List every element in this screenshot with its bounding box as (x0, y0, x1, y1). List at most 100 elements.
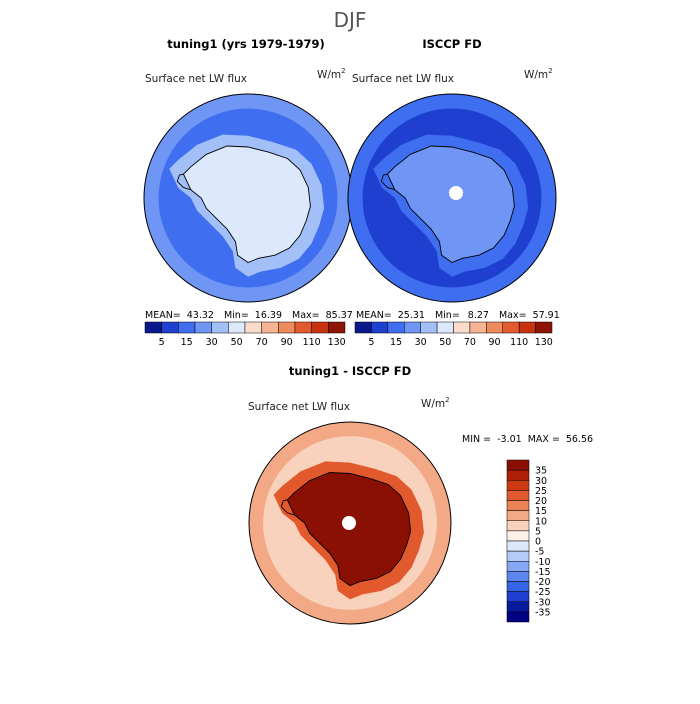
colorbar-tick-label: 50 (439, 337, 451, 348)
continent-field (387, 146, 515, 263)
coastline (286, 472, 412, 587)
colorbar-tick-label: 130 (535, 337, 553, 348)
colorbar-swatch (506, 469, 530, 481)
colorbar-tick-label: -30 (535, 597, 551, 608)
colorbar-tick-label: 30 (415, 337, 427, 348)
panel-title: ISCCP FD (422, 37, 481, 51)
colorbar-swatch (228, 321, 246, 334)
colorbar-tick-label: 30 (535, 476, 547, 487)
panel-observation: ISCCP FD Surface net LW flux W/m2 MEAN= 2… (347, 37, 560, 348)
colorbar-swatch (502, 321, 520, 334)
colorbar-tick-label: 30 (206, 337, 218, 348)
colorbar-swatch (420, 321, 438, 334)
colorbar-swatch (506, 459, 530, 471)
colorbar-swatch (354, 321, 372, 334)
peninsula-coastline (280, 499, 295, 516)
colorbar-swatch (486, 321, 504, 334)
polar-gap (342, 516, 356, 530)
colorbar-swatch (311, 321, 329, 334)
colorbar-swatch (469, 321, 487, 334)
colorbar-tick-label: 20 (535, 496, 547, 507)
colorbar-tick-label: 70 (464, 337, 476, 348)
colorbar-swatch (294, 321, 312, 334)
colorbar-swatch (178, 321, 196, 334)
minmax-line: MIN = -3.01 MAX = 56.56 (462, 434, 593, 445)
polar-map-model (144, 94, 352, 302)
colorbar-swatch (278, 321, 296, 334)
colorbar-swatch (506, 591, 530, 602)
colorbar-tick-label: 130 (328, 337, 346, 348)
colorbar-swatch (506, 571, 530, 582)
figure-title: DJF (334, 8, 367, 32)
colorbar-tick-label: 35 (535, 466, 547, 477)
colorbar-swatch (244, 321, 262, 334)
colorbar-swatch (328, 321, 346, 334)
colorbar-tick-label: 50 (231, 337, 243, 348)
colorbar-swatch (404, 321, 421, 334)
colorbar-swatch (535, 321, 553, 334)
colorbar-swatch (506, 601, 530, 613)
colorbar-swatch (371, 321, 389, 334)
variable-label: Surface net LW flux (145, 73, 247, 85)
colorbar-tick-label: 0 (535, 537, 541, 548)
panel-model: tuning1 (yrs 1979-1979) Surface net LW f… (143, 37, 353, 348)
colorbar-swatch (261, 321, 279, 334)
stats-line: MEAN= 43.32 Min= 16.39 Max= 85.37 (145, 310, 353, 321)
colorbar-swatch (506, 530, 530, 542)
colorbar-tick-label: 90 (281, 337, 293, 348)
colorbar-swatch (144, 321, 162, 334)
variable-label: Surface net LW flux (248, 401, 350, 413)
colorbar-swatch (506, 480, 530, 491)
colorbar-tick-label: 5 (368, 337, 374, 348)
panel-title: tuning1 - ISCCP FD (289, 364, 411, 378)
colorbar-swatch (436, 321, 454, 334)
colorbar-swatch (211, 321, 229, 334)
colorbar-swatch (506, 611, 530, 623)
colorbar-swatch (506, 500, 530, 511)
colorbar-tick-label: 10 (535, 516, 547, 527)
polar-map-difference (249, 422, 451, 624)
units-label: W/m2 (317, 67, 346, 81)
colorbar-tick-label: -20 (535, 577, 551, 588)
colorbar-swatch (506, 581, 530, 592)
colorbar-swatch (453, 321, 471, 334)
colorbar-tick-label: 110 (303, 337, 321, 348)
map-border (347, 93, 557, 303)
polar-map-observation (348, 94, 556, 302)
colorbar-tick-label: -5 (535, 547, 544, 558)
colorbar-tick-label: 15 (390, 337, 402, 348)
panel-title: tuning1 (yrs 1979-1979) (167, 37, 325, 51)
coastline (386, 145, 515, 264)
units-label: W/m2 (421, 396, 450, 410)
colorbar-swatch (506, 510, 530, 521)
colorbar-tick-label: -35 (535, 607, 551, 618)
colorbar-tick-label: -25 (535, 587, 551, 598)
peninsula-coastline (176, 173, 191, 191)
colorbar-tick-label: 5 (535, 526, 541, 537)
colorbar-tick-label: 90 (488, 337, 500, 348)
colorbar-tick-label: 15 (535, 506, 547, 517)
colorbar-tick-label: 15 (181, 337, 193, 348)
colorbar-tick-label: 70 (256, 337, 268, 348)
colorbar-swatch (387, 321, 405, 334)
colorbar-swatch (506, 561, 530, 572)
colorbar-tick-label: 25 (535, 486, 547, 497)
colorbar-tick-label: 5 (159, 337, 165, 348)
map-border (248, 421, 452, 625)
colorbar-swatch (161, 321, 179, 334)
colorbar-swatch (506, 550, 530, 562)
polar-gap (449, 186, 463, 200)
units-label: W/m2 (524, 67, 553, 81)
peninsula-coastline (380, 173, 395, 191)
colorbar-model: 5 15 30 50 70 90 110 130 (144, 321, 346, 348)
colorbar-swatch (506, 520, 530, 532)
panel-difference: tuning1 - ISCCP FD Surface net LW flux W… (248, 364, 593, 625)
coastline (182, 145, 311, 264)
variable-label: Surface net LW flux (352, 73, 454, 85)
colorbar-tick-label: -10 (535, 557, 551, 568)
colorbar-tick-label: 110 (510, 337, 528, 348)
colorbar-swatch (506, 540, 530, 552)
colorbar-observation: 5 15 30 50 70 90 110 130 (354, 321, 553, 348)
